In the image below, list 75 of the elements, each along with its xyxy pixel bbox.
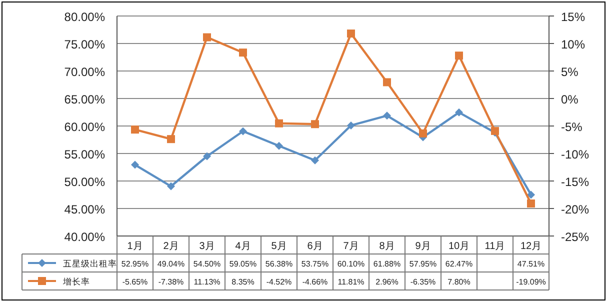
legend-label: 增长率 <box>62 276 90 286</box>
data-label: 2.96% <box>376 278 398 286</box>
y2-tick-label: -5% <box>561 120 583 134</box>
point <box>455 52 463 60</box>
y-tick-label: 50.00% <box>64 175 106 189</box>
data-label: 52.95% <box>121 260 149 268</box>
data-label: 8.35% <box>232 278 254 286</box>
data-label: 57.95% <box>409 260 437 268</box>
point <box>275 119 283 128</box>
data-label: 11.81% <box>338 278 364 286</box>
y-tick-label: 55.00% <box>64 148 106 162</box>
x-tick-label: 3月 <box>199 241 215 252</box>
x-tick-label: 11月 <box>484 241 506 252</box>
data-label: -19.09% <box>516 278 546 286</box>
data-label: 60.10% <box>337 260 365 268</box>
data-label: -6.35% <box>410 278 436 286</box>
point <box>203 33 211 42</box>
x-tick-label: 6月 <box>307 241 323 252</box>
y-tick-label: 80.00% <box>64 10 106 24</box>
data-label: -4.66% <box>302 278 328 286</box>
point <box>275 142 283 150</box>
data-label: 49.04% <box>157 260 185 268</box>
y-tick-label: 75.00% <box>64 38 106 52</box>
point <box>383 78 391 86</box>
data-label: 53.75% <box>301 260 329 268</box>
y-tick-label: 45.00% <box>64 202 106 216</box>
y2-tick-label: -25% <box>561 230 590 244</box>
data-label: 61.88% <box>373 260 401 268</box>
data-label: 56.38% <box>265 260 293 268</box>
data-label: 47.51% <box>517 260 545 268</box>
data-label: 7.80% <box>448 278 470 286</box>
point <box>311 156 319 164</box>
point <box>239 48 247 57</box>
y2-tick-label: 15% <box>561 10 586 24</box>
point <box>167 182 175 190</box>
data-label: -7.38% <box>158 278 184 286</box>
data-label: -4.52% <box>266 278 292 286</box>
point <box>527 190 535 199</box>
point <box>347 30 355 38</box>
y-tick-label: 40.00% <box>64 230 106 244</box>
y2-tick-label: -10% <box>561 148 590 162</box>
point <box>131 160 139 169</box>
legend-label: 五星级出租率 <box>63 258 117 268</box>
point <box>347 121 355 130</box>
point <box>527 199 535 208</box>
data-label: 11.13% <box>194 278 220 286</box>
y-tick-label: 65.00% <box>64 92 106 106</box>
data-label: -5.65% <box>122 278 148 286</box>
x-tick-label: 2月 <box>163 241 179 252</box>
x-tick-label: 9月 <box>415 241 431 252</box>
x-tick-label: 8月 <box>379 241 395 252</box>
data-label: 54.50% <box>193 260 221 268</box>
x-tick-label: 12月 <box>520 241 542 252</box>
x-tick-label: 10月 <box>448 241 470 252</box>
point <box>131 126 139 134</box>
x-tick-label: 7月 <box>343 241 359 252</box>
y2-tick-label: 5% <box>561 65 579 79</box>
point <box>239 127 247 136</box>
x-tick-label: 1月 <box>127 241 143 252</box>
point <box>455 108 463 116</box>
y2-tick-label: -15% <box>561 175 590 189</box>
y-tick-label: 60.00% <box>64 120 106 134</box>
point <box>203 152 211 160</box>
y2-tick-label: 0% <box>561 92 579 106</box>
point <box>383 112 391 120</box>
point <box>419 129 427 138</box>
data-label: 59.05% <box>229 260 257 268</box>
data-label: 62.47% <box>445 260 473 268</box>
x-tick-label: 4月 <box>235 241 251 252</box>
point <box>311 120 319 128</box>
y2-tick-label: -20% <box>561 202 590 216</box>
y-tick-label: 70.00% <box>64 65 106 79</box>
y2-tick-label: 10% <box>561 38 586 52</box>
point <box>167 135 175 144</box>
x-tick-label: 5月 <box>271 241 287 252</box>
